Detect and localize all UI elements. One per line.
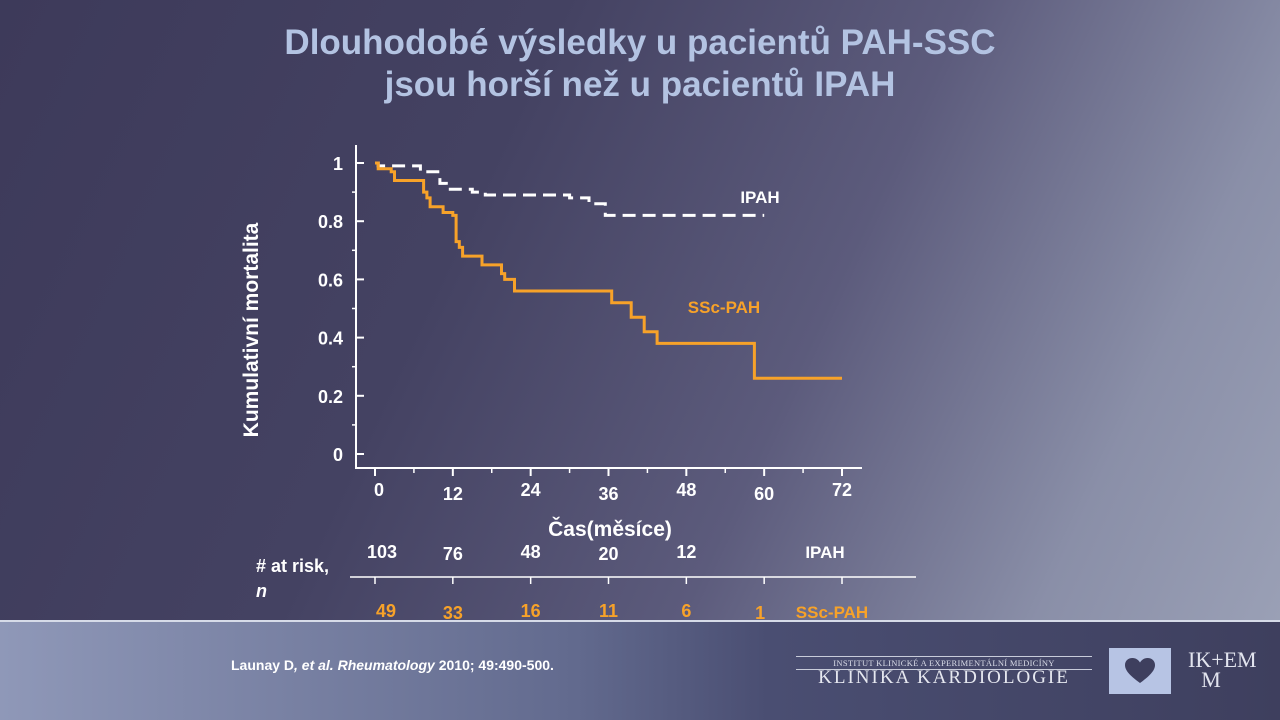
x-tick-label: 72 [832,480,852,500]
title-line-1: Dlouhodobé výsledky u pacientů PAH-SSC [284,23,996,62]
clinic-name: KLINIKA KARDIOLOGIE [818,667,1070,688]
logo-box [1109,648,1171,694]
x-axis-label: Čas(měsíce) [548,518,672,541]
annotation-ipah: IPAH [740,188,779,207]
footer-divider [0,620,1280,623]
at-risk-ssc-name: SSc-PAH [796,603,868,622]
x-tick-label: 12 [443,484,463,504]
at-risk-ipah-value: 20 [598,544,618,564]
at-risk-label: # at risk, n [256,554,329,604]
at-risk-ipah-value: 48 [521,542,541,562]
at-risk-ipah-value: 103 [367,542,397,562]
y-axis-label: Kumulativní mortalita [240,222,263,438]
at-risk-ssc-value: 49 [376,601,396,621]
title-line-2: jsou horší než u pacientů IPAH [384,65,896,104]
y-tick-label: 0.8 [318,212,343,232]
ikem-logo: IK+EM M [1188,647,1257,692]
y-tick-label: 0.6 [318,270,343,290]
at-risk-ssc-value: 33 [443,603,463,623]
at-risk-ssc-value: 11 [599,601,618,621]
slide-title: Dlouhodobé výsledky u pacientů PAH-SSC j… [0,22,1280,106]
y-tick-label: 1 [333,154,343,174]
x-tick-label: 36 [598,484,618,504]
x-tick-label: 48 [676,480,696,500]
annotation-ssc-pah: SSc-PAH [688,298,760,317]
at-risk-label-n: n [256,581,267,601]
citation-journal: , et al. Rheumatology [294,657,435,673]
series-line-ipah [375,161,765,217]
at-risk-label-text: # at risk, [256,556,330,576]
series-line-ssc-pah [375,161,842,380]
at-risk-ipah-value: 12 [676,542,696,562]
at-risk-ipah-value: 76 [443,544,463,564]
at-risk-ssc-value: 16 [521,601,541,621]
x-tick-label: 24 [521,480,541,500]
y-tick-label: 0 [333,445,343,465]
institute-name: INSTITUT KLINICKÉ A EXPERIMENTÁLNÍ MEDIC… [796,656,1092,670]
heart-icon [1125,658,1155,683]
citation-details: 2010; 49:490-500. [434,657,554,673]
y-tick-label: 0.2 [318,387,343,407]
ikem-logo-bottom: M [1201,667,1221,692]
x-tick-label: 60 [754,484,774,504]
footer-band [0,622,1280,720]
y-tick-label: 0.4 [318,329,343,349]
at-risk-ssc-value: 6 [681,601,691,621]
citation-authors: Launay D [231,657,295,673]
at-risk-ipah-name: IPAH [805,543,844,562]
at-risk-ssc-value: 1 [755,603,765,623]
citation: Launay D, et al. Rheumatology 2010; 49:4… [231,657,554,673]
ikem-logo-top: IK+EM [1188,647,1257,672]
x-tick-label: 0 [374,480,384,500]
